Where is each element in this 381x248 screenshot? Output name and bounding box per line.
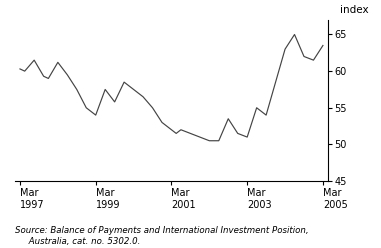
Text: index: index <box>339 5 368 15</box>
Text: Source: Balance of Payments and International Investment Position,
     Australi: Source: Balance of Payments and Internat… <box>15 226 309 246</box>
